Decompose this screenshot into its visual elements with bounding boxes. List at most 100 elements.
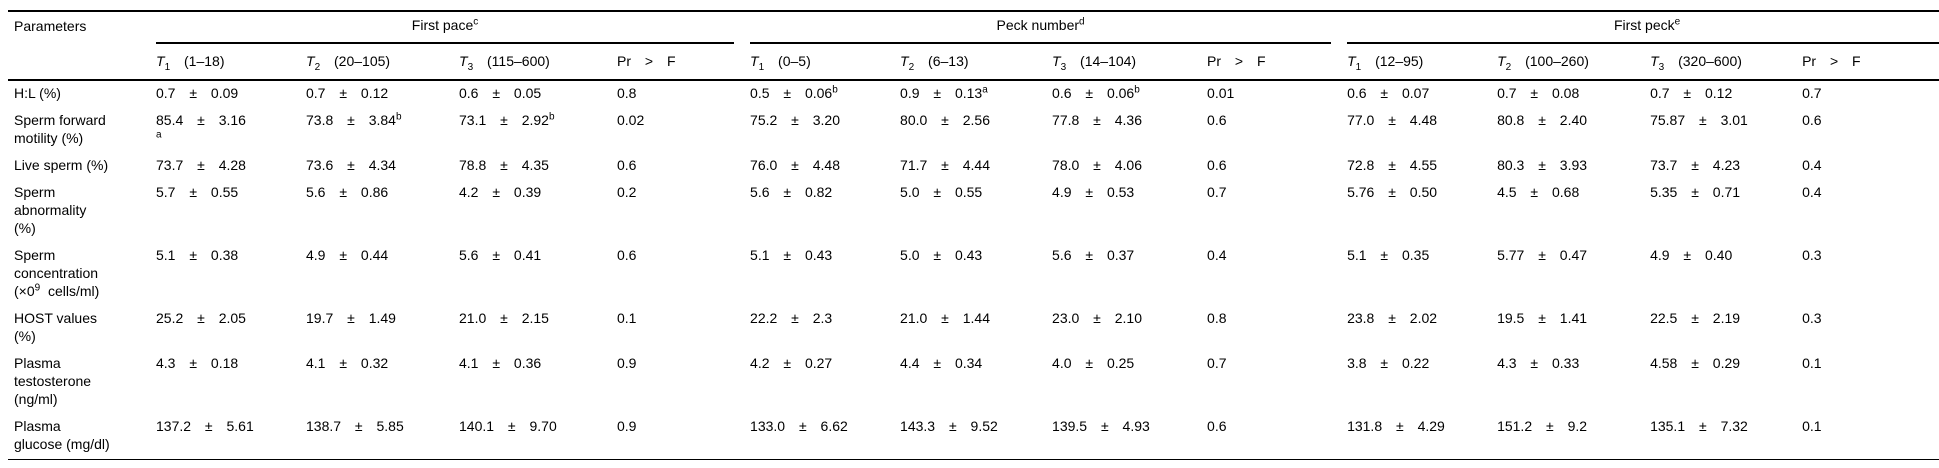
data-cell: 0.6 ± 0.07 <box>1347 85 1430 101</box>
row-label: Sperm concentration (×09 cells/ml) <box>14 247 100 299</box>
data-cell: 3.8 ± 0.22 <box>1347 355 1430 371</box>
table-row-sperm-forwardmotility: Sperm forward motility (%) 85.4 ± 3.16 a 73.… <box>8 108 1939 153</box>
column-header-label: T3 (115–600) <box>459 53 550 73</box>
params-column-header: Parameters <box>8 11 156 81</box>
data-cell: 5.0 ± 0.55 <box>900 184 983 200</box>
column-header-label: Pr > F <box>617 53 676 69</box>
data-cell: 0.7 <box>1207 355 1227 371</box>
table-row-spermabnormality: Sperm abnormality (%) 5.7 ± 0.55 5.6 ± 0.86 4… <box>8 180 1939 243</box>
data-cell: 22.2 ± 2.3 <box>750 310 833 326</box>
data-cell: 23.8 ± 2.02 <box>1347 310 1438 326</box>
data-cell: 72.8 ± 4.55 <box>1347 157 1438 173</box>
data-cell: 80.8 ± 2.40 <box>1497 112 1588 128</box>
data-cell: 0.6 <box>1802 112 1822 128</box>
data-cell: 151.2 ± 9.2 <box>1497 418 1588 434</box>
row-label: Live sperm (%) <box>14 157 109 173</box>
data-cell: 0.4 <box>1207 247 1227 263</box>
data-cell: 143.3 ± 9.52 <box>900 418 998 434</box>
column-header-pr-f: Pr > F <box>1207 44 1348 81</box>
data-cell: 73.7 ± 4.23 <box>1650 157 1741 173</box>
column-header-label: Pr > F <box>1802 53 1861 69</box>
data-cell: 0.4 <box>1802 184 1822 200</box>
data-cell: 0.7 ± 0.09 <box>156 85 239 101</box>
data-cell: 0.7 ± 0.08 <box>1497 85 1580 101</box>
column-header-label: T1 (0–5) <box>750 53 811 73</box>
data-cell: 4.2 ± 0.39 <box>459 184 542 200</box>
data-cell: 4.9 ± 0.53 <box>1052 184 1135 200</box>
data-cell: 0.7 <box>1207 184 1227 200</box>
column-header-label: T2 (20–105) <box>306 53 391 73</box>
data-cell: 0.6 <box>1207 112 1227 128</box>
data-cell: 73.7 ± 4.28 <box>156 157 246 173</box>
row-label: Plasma glucose (mg/dl) <box>14 418 110 452</box>
column-header-12-95: T1 (12–95) <box>1347 44 1498 81</box>
data-cell: 21.0 ± 2.15 <box>459 310 549 326</box>
data-cell: 0.3 <box>1802 247 1822 263</box>
data-cell: 0.6 ± 0.05 <box>459 85 542 101</box>
data-cell: 135.1 ± 7.32 <box>1650 418 1748 434</box>
group-label: First pacec <box>156 17 735 44</box>
data-cell: 0.7 ± 0.12 <box>1650 85 1733 101</box>
data-cell: 133.0 ± 6.62 <box>750 418 848 434</box>
data-cell: 73.1 ± 2.92b <box>459 111 555 128</box>
data-cell: 0.7 ± 0.12 <box>306 85 389 101</box>
data-cell: 73.6 ± 4.34 <box>306 157 396 173</box>
data-cell: 19.5 ± 1.41 <box>1497 310 1588 326</box>
data-cell: 4.1 ± 0.36 <box>459 355 542 371</box>
group-label: Peck numberd <box>750 17 1332 44</box>
column-header-6-13: T2 (6–13) <box>900 44 1053 81</box>
data-cell: 78.8 ± 4.35 <box>459 157 549 173</box>
column-header-label: T2 (100–260) <box>1497 53 1589 73</box>
table-row-spermconcentration-0-cells-ml: Sperm concentration (×09 cells/ml) 5.1 ± 0.… <box>8 243 1939 306</box>
data-cell: 22.5 ± 2.19 <box>1650 310 1741 326</box>
data-cell: 23.0 ± 2.10 <box>1052 310 1142 326</box>
data-cell: 19.7 ± 1.49 <box>306 310 396 326</box>
data-cell: 4.4 ± 0.34 <box>900 355 983 371</box>
data-cell: 0.1 <box>1802 418 1822 434</box>
data-cell: 80.3 ± 3.93 <box>1497 157 1588 173</box>
column-header-0-5: T1 (0–5) <box>750 44 901 81</box>
data-cell: 76.0 ± 4.48 <box>750 157 840 173</box>
data-cell: 4.3 ± 0.18 <box>156 355 239 371</box>
data-cell: 0.1 <box>617 310 637 326</box>
column-header-label: T1 (1–18) <box>156 53 225 73</box>
table-row-plasmaglucose-mg-dl: Plasma glucose (mg/dl) 137.2 ± 5.61 138.7 ±… <box>8 414 1939 460</box>
data-cell: 5.1 ± 0.38 <box>156 247 239 263</box>
data-cell: 131.8 ± 4.29 <box>1347 418 1445 434</box>
treatment-parameters-table: Parameters First pacec Peck numberd First p… <box>8 10 1939 460</box>
data-cell: 4.0 ± 0.25 <box>1052 355 1135 371</box>
data-cell: 77.8 ± 4.36 <box>1052 112 1142 128</box>
data-cell: 0.7 <box>1802 85 1822 101</box>
data-cell: 75.87 ± 3.01 <box>1650 112 1748 128</box>
data-cell: 5.6 ± 0.86 <box>306 184 389 200</box>
data-cell: 5.35 ± 0.71 <box>1650 184 1741 200</box>
table-row-host-values: HOST values (%) 25.2 ± 2.05 19.7 ± 1.49 21.0… <box>8 306 1939 351</box>
data-cell: 5.0 ± 0.43 <box>900 247 983 263</box>
data-cell: 138.7 ± 5.85 <box>306 418 404 434</box>
column-header-label: T3 (14–104) <box>1052 53 1137 73</box>
data-cell: 0.3 <box>1802 310 1822 326</box>
data-cell: 4.5 ± 0.68 <box>1497 184 1580 200</box>
data-cell: 0.6 <box>617 157 637 173</box>
column-header-pr-f: Pr > F <box>617 44 751 81</box>
column-header-row: T1 (1–18) T2 (20–105) T3 (115–600) Pr > F T1… <box>8 44 1939 81</box>
group-header-row: Parameters First pacec Peck numberd First p… <box>8 11 1939 81</box>
column-header-14-104: T3 (14–104) <box>1052 44 1208 81</box>
data-cell: 80.0 ± 2.56 <box>900 112 990 128</box>
column-header-label: T2 (6–13) <box>900 53 969 73</box>
data-cell: 0.01 <box>1207 85 1235 101</box>
data-cell: 25.2 ± 2.05 <box>156 310 246 326</box>
table-body: H:L (%) 0.7 ± 0.09 0.7 ± 0.12 0.6 ± 0.05 0.8… <box>8 80 1939 460</box>
data-cell: 137.2 ± 5.61 <box>156 418 254 434</box>
column-group-first-pace: First pacec <box>156 11 750 44</box>
column-header-1-18: T1 (1–18) <box>156 44 306 81</box>
data-cell: 85.4 ± 3.16 a <box>156 112 246 141</box>
column-header-pr-f: Pr > F <box>1802 44 1939 81</box>
data-cell: 4.2 ± 0.27 <box>750 355 833 371</box>
table-row-plasmatestosterone-ng-ml: Plasma testosterone (ng/ml) 4.3 ± 0.18 4.1 ±… <box>8 351 1939 414</box>
data-cell: 5.6 ± 0.41 <box>459 247 542 263</box>
data-cell: 0.8 <box>617 85 637 101</box>
column-group-first-peck: First pecke <box>1347 11 1939 44</box>
column-header-label: T1 (12–95) <box>1347 53 1424 73</box>
data-cell: 5.1 ± 0.43 <box>750 247 833 263</box>
